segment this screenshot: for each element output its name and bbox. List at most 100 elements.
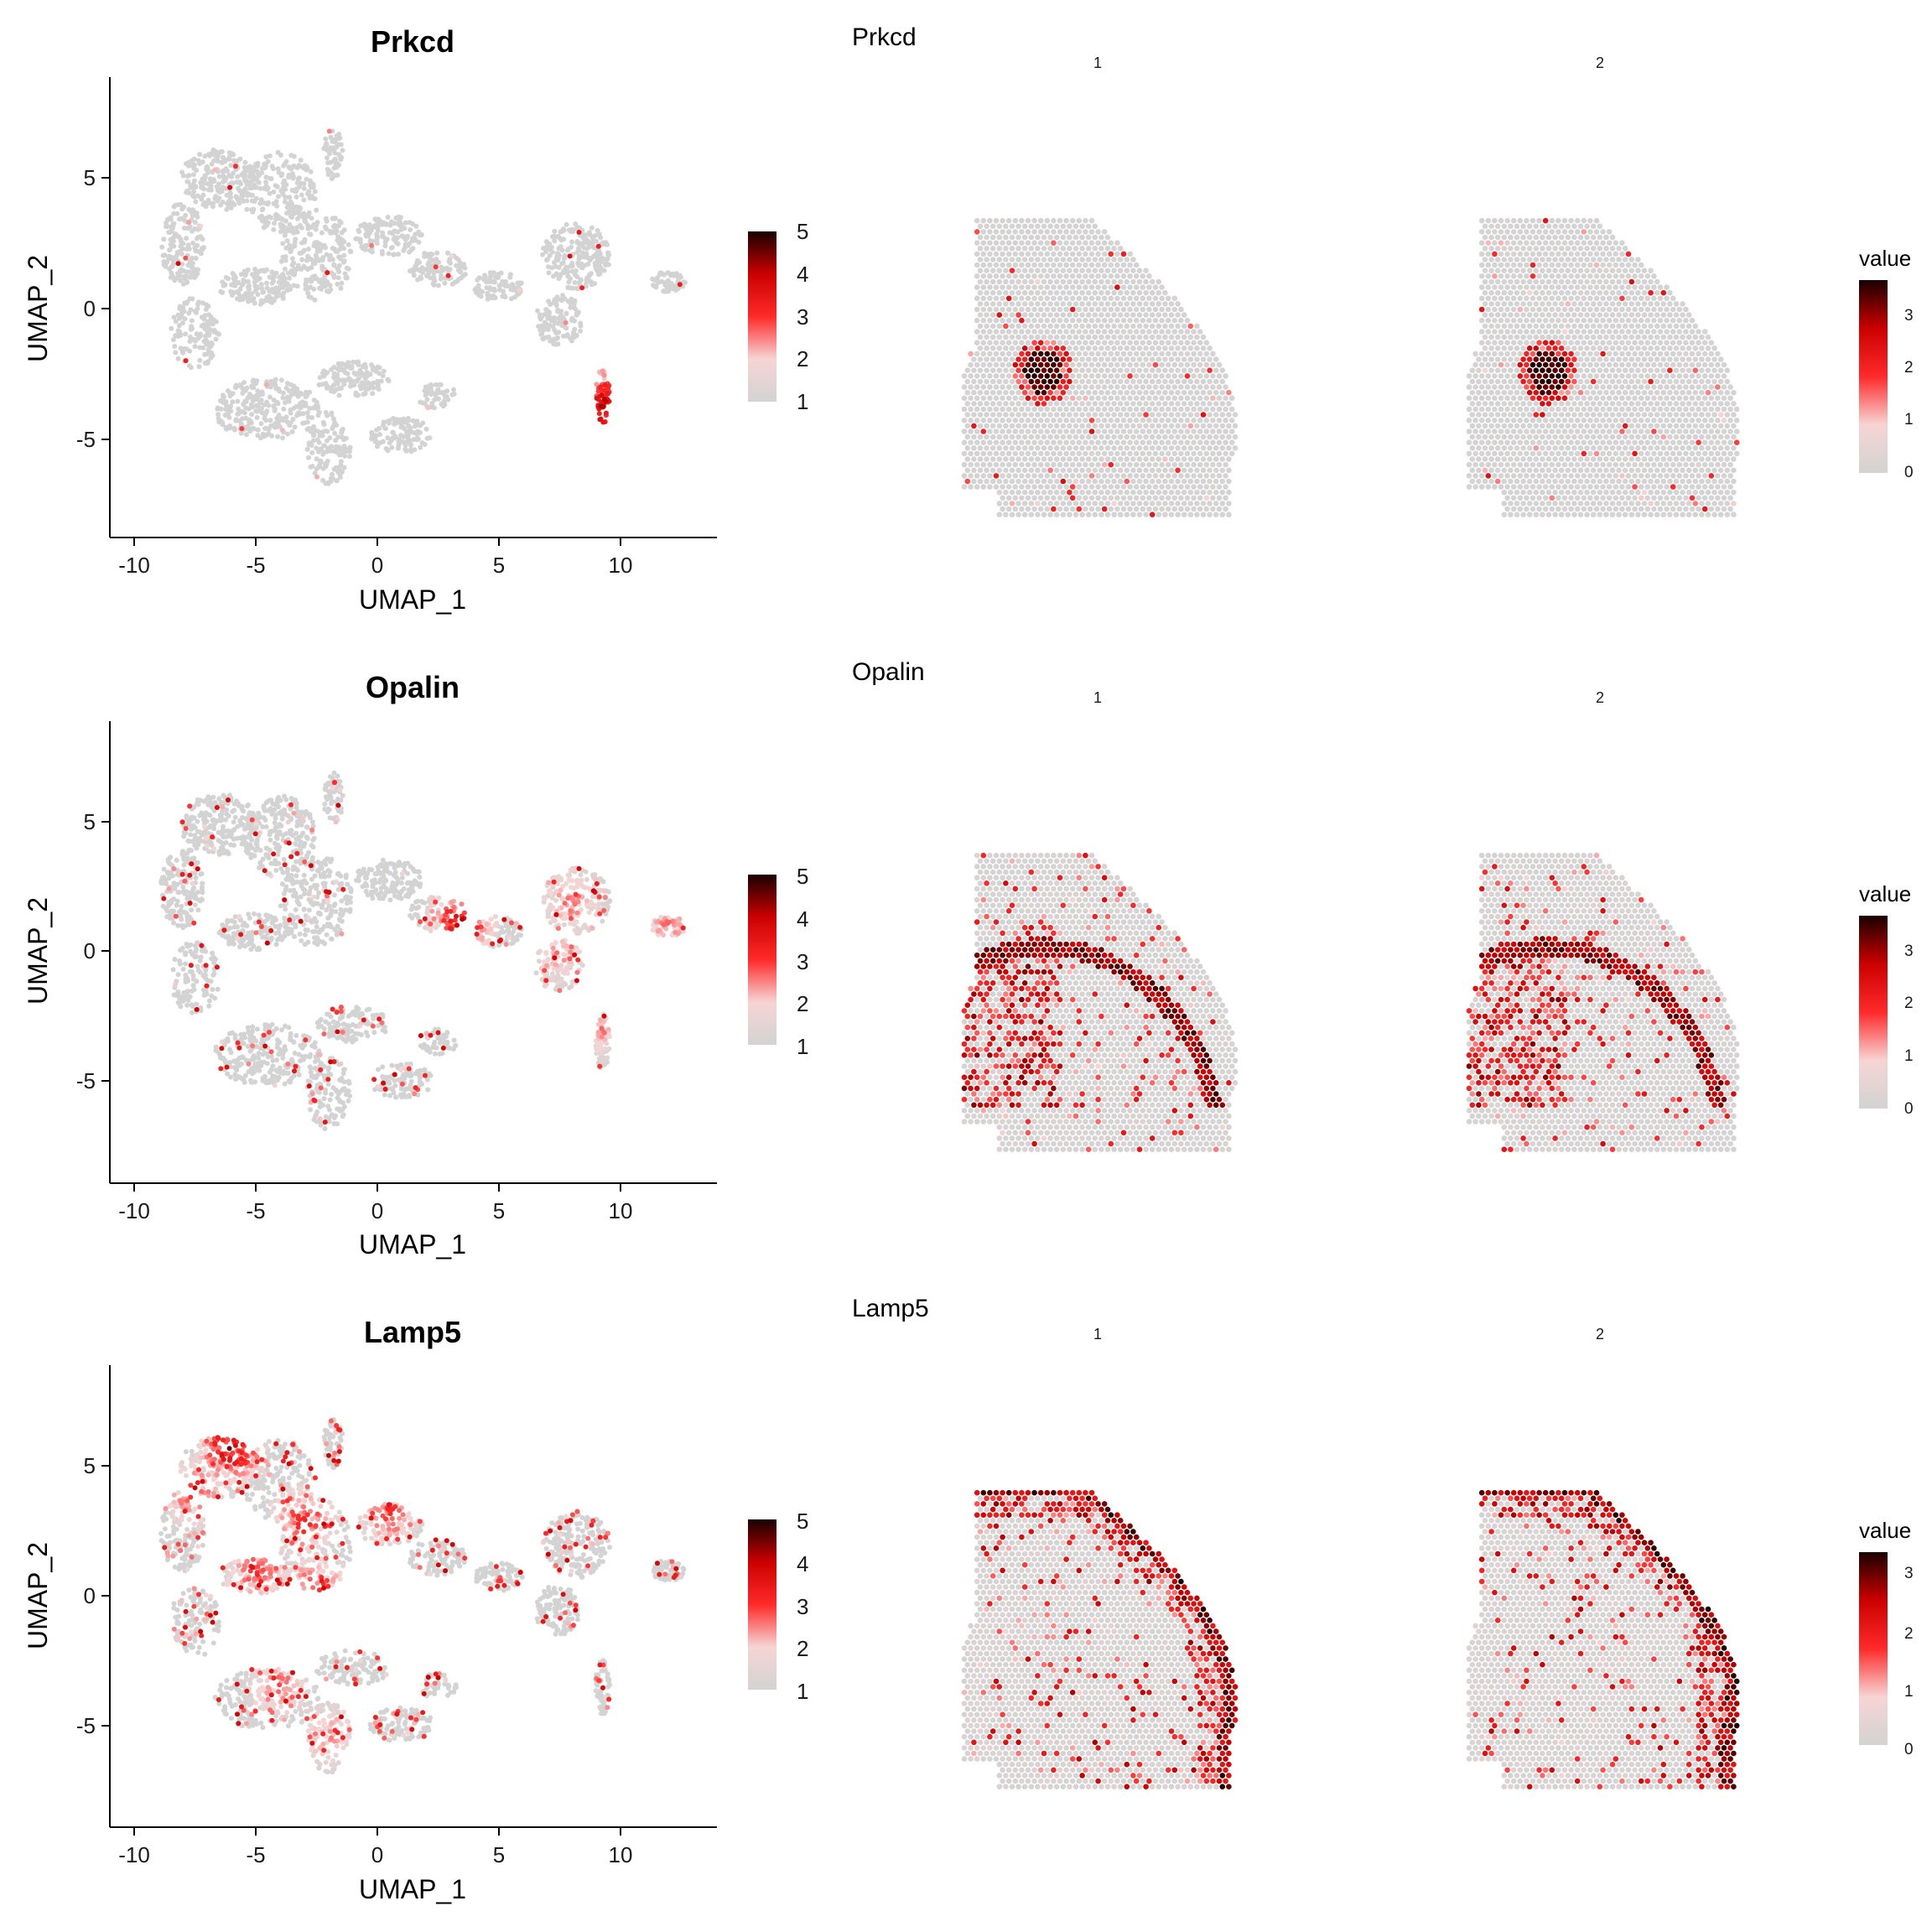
- spatial-spot: [1121, 451, 1127, 457]
- spatial-spot: [1070, 307, 1076, 313]
- spatial-spot: [1095, 296, 1101, 302]
- spatial-spot: [1047, 468, 1053, 474]
- spatial-spot: [1613, 296, 1619, 302]
- spatial-spot: [1063, 373, 1069, 379]
- umap-point: [227, 157, 232, 162]
- spatial-spot: [1041, 301, 1047, 307]
- umap-point: [276, 166, 281, 171]
- spatial-spot: [978, 301, 984, 307]
- spatial-spot: [1057, 296, 1063, 302]
- spatial-spot: [1568, 229, 1574, 235]
- spatial-spot: [990, 324, 996, 330]
- spatial-spot: [1182, 356, 1187, 362]
- spatial-spot: [1006, 329, 1012, 335]
- spatial-spot: [1121, 473, 1127, 479]
- spatial-spot: [981, 329, 987, 335]
- umap-point: [578, 255, 583, 260]
- spatial-spot: [1111, 501, 1117, 506]
- spatial-spot: [1041, 356, 1047, 362]
- umap-point: [168, 247, 173, 252]
- umap-point: [280, 428, 285, 433]
- spatial-spot: [1134, 496, 1140, 501]
- spatial-spot: [1124, 379, 1130, 385]
- umap-point: [223, 177, 228, 182]
- umap-point: [319, 231, 325, 236]
- spatial-spot: [1086, 267, 1092, 273]
- spatial-spot: [1035, 324, 1041, 330]
- spatial-spot: [1566, 267, 1571, 273]
- spatial-spot: [1555, 307, 1561, 313]
- spatial-spot: [1229, 407, 1235, 413]
- spatial-spot: [1086, 490, 1092, 496]
- spatial-spot: [997, 490, 1003, 496]
- umap-point: [568, 285, 573, 290]
- spatial-spot: [987, 462, 993, 468]
- spatial-spot: [962, 473, 968, 479]
- spatial-spot: [1124, 345, 1130, 351]
- spatial-spot: [1086, 312, 1092, 318]
- spatial-spot: [1150, 412, 1156, 418]
- umap-point: [321, 422, 326, 427]
- spatial-spot: [1130, 468, 1136, 474]
- spatial-spot: [1169, 379, 1175, 385]
- umap-point: [231, 171, 236, 176]
- spatial-spot: [1169, 312, 1175, 318]
- spatial-spot: [1003, 412, 1009, 418]
- spatial-spot: [1102, 396, 1108, 402]
- spatial-spot: [1095, 496, 1101, 501]
- spatial-spot: [978, 345, 984, 351]
- spatial-spot: [1026, 373, 1031, 379]
- spatial-spot: [1514, 279, 1520, 285]
- spatial-spot: [1000, 396, 1005, 402]
- umap-point: [266, 200, 271, 205]
- spatial-spot: [1077, 273, 1083, 279]
- spatial-spot: [1159, 384, 1165, 390]
- spatial-spot: [1159, 428, 1165, 434]
- spatial-spot: [1578, 246, 1584, 252]
- spatial-spot: [1534, 246, 1540, 252]
- spatial-spot: [1594, 218, 1600, 224]
- spatial-spot: [1073, 356, 1079, 362]
- spatial-spot: [1010, 512, 1015, 517]
- spatial-spot: [1559, 246, 1565, 252]
- spatial-spot: [1026, 273, 1031, 279]
- spatial-spot: [1118, 290, 1124, 296]
- umap-point: [425, 436, 430, 441]
- spatial-spot: [984, 479, 989, 485]
- spatial-spot: [1488, 235, 1494, 241]
- spatial-spot: [1156, 324, 1162, 330]
- spatial-spot: [1520, 290, 1526, 296]
- spatial-spot: [1105, 423, 1111, 429]
- spatial-spot: [1150, 367, 1156, 373]
- spatial-spot: [1575, 229, 1581, 235]
- spatial-spot: [1498, 252, 1504, 257]
- umap-point: [390, 231, 395, 236]
- spatial-spot: [997, 512, 1003, 517]
- spatial-spot: [1035, 246, 1041, 252]
- spatial-spot: [1552, 267, 1558, 273]
- spatial-spot: [1492, 262, 1498, 268]
- spatial-spot: [1210, 351, 1216, 357]
- spatial-spot: [1146, 340, 1152, 345]
- spatial-spot: [974, 396, 980, 402]
- spatial-spot: [1057, 307, 1063, 313]
- umap-point: [191, 337, 196, 342]
- spatial-spot: [1169, 501, 1175, 506]
- spatial-spot: [978, 235, 984, 241]
- spatial-spot: [1178, 384, 1184, 390]
- spatial-spot: [1098, 356, 1104, 362]
- spatial-spot: [1003, 445, 1009, 451]
- spatial-spot: [1645, 284, 1651, 290]
- spatial-spot: [1578, 312, 1584, 318]
- spatial-spot: [1079, 512, 1085, 517]
- spatial-spot: [1118, 312, 1124, 318]
- spatial-spot: [1127, 296, 1133, 302]
- umap-point: [276, 401, 281, 406]
- spatial-spot: [1226, 490, 1232, 496]
- spatial-spot: [1229, 428, 1235, 434]
- spatial-spot: [1089, 262, 1095, 268]
- spatial-spot: [1607, 229, 1613, 235]
- spatial-spot: [1229, 451, 1235, 457]
- umap-point: [375, 226, 380, 231]
- umap-point: [309, 415, 314, 420]
